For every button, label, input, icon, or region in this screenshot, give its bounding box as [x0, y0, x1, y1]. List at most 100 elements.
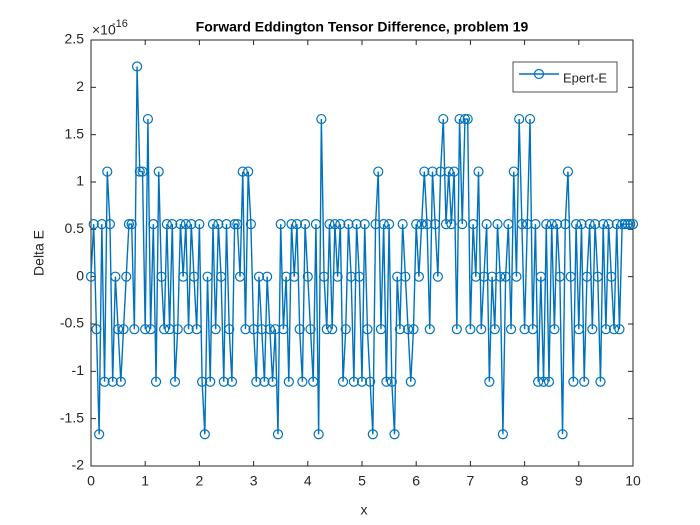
y-tick-label: -2: [72, 457, 85, 473]
data-point: [516, 219, 527, 230]
data-point: [625, 219, 636, 230]
data-point: [351, 219, 362, 230]
x-tick-label: 9: [575, 473, 583, 489]
data-point: [581, 271, 593, 282]
data-point: [161, 219, 172, 230]
data-point: [495, 271, 506, 282]
data-point: [497, 429, 509, 440]
data-point: [129, 324, 140, 335]
data-point: [164, 324, 175, 335]
data-point: [524, 113, 536, 125]
data-point: [560, 219, 571, 230]
legend-label: Epert-E: [563, 70, 607, 85]
data-point: [224, 324, 235, 335]
data-point: [289, 271, 300, 282]
data-point: [207, 219, 219, 230]
data-point: [91, 324, 102, 335]
data-point: [194, 219, 205, 230]
x-tick-label: 6: [412, 473, 420, 489]
data-point: [430, 219, 441, 230]
data-point: [107, 376, 118, 387]
data-point: [557, 429, 568, 440]
data-point: [359, 219, 370, 230]
data-point: [267, 376, 278, 387]
x-tick-label: 5: [358, 473, 366, 489]
data-point: [245, 219, 256, 230]
legend-box: [512, 61, 618, 93]
data-point: [213, 219, 224, 230]
data-point: [286, 219, 297, 230]
data-point: [579, 376, 590, 387]
data-point: [619, 219, 630, 230]
data-point: [568, 376, 579, 387]
data-point: [421, 219, 433, 230]
data-point: [570, 219, 582, 230]
data-point: [240, 324, 251, 335]
data-point: [299, 219, 311, 230]
data-point: [600, 324, 612, 335]
data-point: [243, 166, 254, 177]
x-tick-label: 1: [141, 473, 149, 489]
data-point: [484, 376, 495, 387]
data-point: [256, 324, 267, 335]
data-point: [85, 271, 97, 282]
data-point: [142, 113, 154, 125]
data-point: [134, 166, 145, 177]
data-point: [408, 324, 419, 335]
data-point: [592, 271, 603, 282]
data-point: [386, 376, 397, 387]
data-point: [232, 219, 243, 230]
data-point: [606, 271, 617, 282]
data-point: [102, 166, 113, 177]
data-point: [627, 219, 639, 230]
data-point: [527, 324, 538, 335]
legend-marker: [533, 68, 545, 80]
y-axis-label: Delta E: [31, 230, 47, 276]
data-point: [402, 324, 414, 335]
data-point: [126, 219, 137, 230]
data-point: [589, 219, 601, 230]
data-point: [486, 271, 498, 282]
data-point: [378, 219, 389, 230]
chart-title: Forward Eddington Tensor Difference, pro…: [196, 19, 529, 35]
data-point: [123, 219, 135, 230]
data-point: [259, 376, 270, 387]
data-point: [492, 219, 503, 230]
data-point: [519, 324, 530, 335]
data-point: [229, 219, 240, 230]
x-tick-label: 3: [250, 473, 258, 489]
data-point: [384, 219, 395, 230]
data-point: [226, 376, 238, 387]
y-tick-label: -1.5: [60, 409, 84, 425]
data-point: [262, 271, 273, 282]
data-point: [481, 219, 492, 230]
data-point: [373, 166, 384, 177]
x-tick-label: 7: [467, 473, 475, 489]
data-point: [215, 271, 227, 282]
data-point: [313, 429, 324, 440]
data-point: [365, 376, 376, 387]
x-tick-label: 4: [304, 473, 312, 489]
data-point: [584, 219, 595, 230]
data-point: [348, 376, 359, 387]
data-point: [440, 219, 452, 230]
data-point: [183, 324, 194, 335]
data-point: [538, 376, 549, 387]
data-point: [188, 271, 200, 282]
data-point: [180, 219, 191, 230]
data-point: [202, 271, 213, 282]
plot-frame: [90, 39, 634, 467]
data-point: [587, 324, 598, 335]
data-point: [153, 166, 164, 177]
data-point: [337, 376, 349, 387]
data-point: [121, 271, 132, 282]
data-point: [400, 271, 411, 282]
data-point: [511, 271, 522, 282]
data-point: [137, 166, 148, 177]
data-point: [411, 219, 422, 230]
data-point: [457, 219, 468, 230]
data-point: [316, 113, 327, 125]
data-point: [397, 219, 408, 230]
